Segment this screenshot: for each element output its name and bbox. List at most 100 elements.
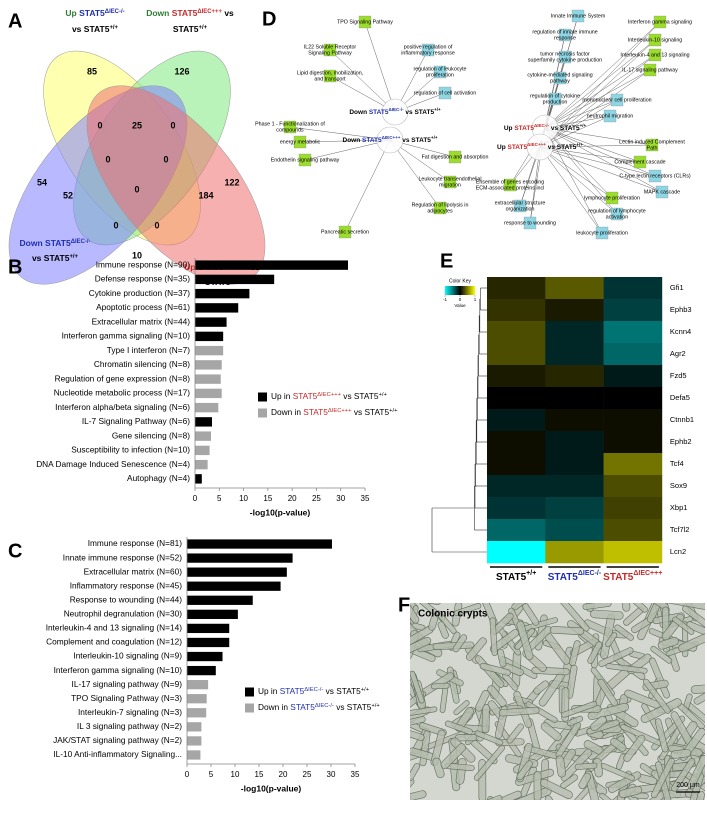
term-node [503, 178, 517, 192]
venn-count: 0 [113, 220, 118, 230]
bar [187, 581, 281, 591]
network-edge [539, 146, 656, 177]
row-label: Sox9 [670, 481, 687, 490]
column-label: STAT5ΔIEC-/- [548, 570, 602, 582]
term-label: Interferon gamma signaling [628, 19, 692, 25]
text-segment: +/+ [199, 25, 208, 31]
hub-label: Up STAT5ΔIEC-/- vs STAT5+/+ [504, 123, 587, 132]
heatmap-cell [545, 365, 604, 388]
category-label: Complement and coagulation (N=12) [46, 637, 182, 647]
heatmap-cell [603, 497, 663, 520]
category-label: Autophagy (N=4) [127, 473, 190, 483]
term-node [645, 138, 659, 152]
category-label: Apoptotic process (N=61) [96, 302, 190, 312]
colorbar-label: Value [454, 303, 466, 308]
category-label: Neutrophil degranulation (N=30) [64, 609, 183, 619]
crypt [590, 609, 624, 620]
heatmap-cell [603, 321, 663, 344]
heatmap-cell [545, 475, 604, 498]
heatmap-cell [603, 387, 663, 410]
text-segment: vs STAT5 [400, 137, 431, 144]
crypt [430, 682, 450, 690]
crypt [498, 706, 540, 717]
x-tick-label: 25 [303, 770, 312, 779]
network-edge [329, 49, 396, 113]
text-segment: +/+ [389, 408, 398, 414]
crypt [435, 610, 457, 634]
colorbar [445, 286, 475, 295]
category-label: Response to wounding (N=44) [70, 594, 183, 604]
legend-label: Down in STAT5ΔIEC-/- vs STAT5+/+ [258, 702, 380, 712]
heatmap-cell [487, 343, 546, 366]
term-label: lymphocyte proliferation [584, 195, 640, 201]
crypt [487, 796, 500, 800]
term-label: TPO Signaling Pathway [337, 19, 393, 25]
heatmap-cell [603, 409, 663, 432]
text-segment: +/+ [361, 687, 370, 693]
term-node [438, 86, 452, 100]
venn-count: 0 [170, 120, 175, 130]
crypt [525, 701, 558, 723]
text-segment: ΔIEC-/- [388, 107, 404, 112]
x-tick-label: 0 [193, 494, 198, 503]
text-segment: +/+ [434, 107, 441, 112]
bar [187, 680, 209, 690]
text-segment: Up in [258, 686, 280, 696]
crypt [410, 730, 425, 741]
category-label: Innate immune response (N=52) [63, 552, 182, 562]
x-tick-label: 10 [231, 770, 240, 779]
term-label: neutrophil migration [587, 113, 634, 119]
venn-set-label: Up STAT5ΔIEC-/- [65, 8, 124, 18]
category-label: Immune response (N=90) [96, 259, 191, 269]
x-tick-label: 15 [255, 770, 264, 779]
crypt [582, 603, 612, 610]
heatmap-cell [603, 277, 663, 300]
row-label: Ephb3 [670, 305, 692, 314]
crypt [605, 632, 618, 648]
venn-count: 10 [132, 250, 142, 260]
crypt [402, 714, 410, 737]
term-node [523, 216, 537, 230]
hub-node [376, 126, 404, 154]
heatmap-cell [603, 431, 663, 454]
network-edge [544, 127, 641, 163]
category-label: TPO Signaling Pathway (N=3) [71, 693, 182, 703]
text-segment: STAT5 [496, 572, 527, 583]
category-label: Gene silencing (N=8) [112, 430, 190, 440]
crypt [672, 616, 695, 635]
crypt [549, 626, 585, 636]
text-segment: ΔIEC-/- [315, 703, 334, 709]
bar [187, 595, 253, 605]
term-label: Complement cascade [614, 159, 665, 165]
network-edge [299, 139, 391, 143]
crypt [654, 718, 669, 753]
heatmap-cell [487, 409, 546, 432]
crypt [597, 678, 618, 707]
crypt [481, 704, 490, 734]
bar [195, 317, 227, 327]
panel-label: E [440, 250, 453, 272]
term-label: ECM-associated proteins incl [476, 185, 545, 191]
heatmap-cell [603, 541, 663, 564]
legend-swatch [258, 392, 267, 402]
category-label: Interferon alpha/beta signaling (N=6) [55, 402, 190, 412]
bar [195, 388, 222, 399]
term-label: inflammatory response [401, 50, 455, 56]
heatmap-cell [545, 497, 604, 520]
bar [187, 722, 202, 732]
heatmap-cell [487, 277, 546, 300]
crypt [473, 744, 505, 781]
venn-set-label: Down STAT5ΔIEC-/- [20, 238, 91, 248]
text-segment: STAT5 [548, 572, 579, 583]
heatmap-cell [545, 409, 604, 432]
term-label: IL-17 signaling pathway [622, 67, 678, 73]
row-label: Tcf4 [670, 459, 684, 468]
text-segment: vs STAT5 [546, 144, 577, 151]
bar [187, 694, 207, 704]
term-node [648, 33, 662, 47]
text-segment: +/+ [378, 392, 387, 398]
network-edge [544, 54, 656, 129]
crypt [559, 603, 590, 632]
text-segment: vs STAT5 [72, 24, 110, 34]
text-segment: vs STAT5 [549, 125, 580, 132]
